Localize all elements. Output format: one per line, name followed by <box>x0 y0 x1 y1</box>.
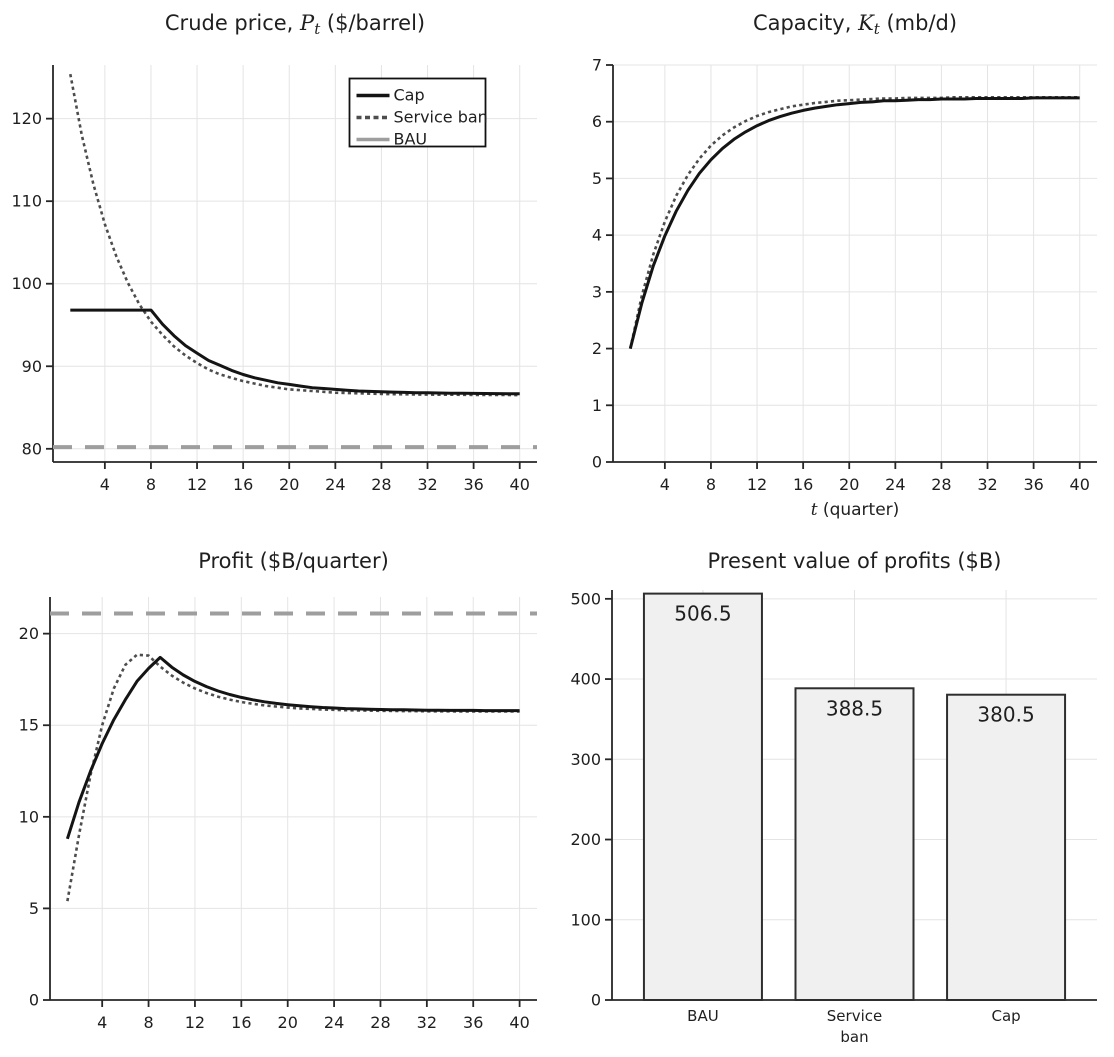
series-cap <box>628 96 1080 349</box>
series-cap <box>65 655 520 840</box>
x-tick-label: 20 <box>278 1013 298 1032</box>
capacity-xlabel: t (quarter) <box>811 500 900 520</box>
chart-crude-price: 4 8 12 16 20 24 28 32 36 40 80 90 100 110 120 Cap Servic… <box>0 0 557 529</box>
bar-bau <box>642 592 763 1001</box>
category-label: ban <box>840 1028 868 1046</box>
x-tick-label: 16 <box>231 1013 251 1032</box>
crude-price-title: Crude price, Pt ($/barrel) <box>165 11 425 38</box>
y-tick-label: 1 <box>592 396 602 415</box>
y-tick-label: 7 <box>592 56 602 75</box>
series-cap <box>70 308 520 396</box>
x-tick-label: 20 <box>839 475 859 494</box>
x-tick-label: 12 <box>185 1013 205 1032</box>
y-tick-label: 120 <box>11 109 42 128</box>
y-tick-label: 300 <box>570 750 601 769</box>
x-tick-label: 20 <box>279 475 299 494</box>
chart-present-value: 0 100 200 300 400 500 506.5 BAU 388.5 Service ban 3… <box>557 529 1114 1057</box>
bars: 506.5 BAU 388.5 Service ban 380.5 Cap <box>642 592 1067 1046</box>
y-tick-label: 5 <box>29 899 39 918</box>
x-tick-label: 4 <box>97 1013 107 1032</box>
y-tick-label: 90 <box>22 357 42 376</box>
series-service-ban <box>69 73 520 397</box>
y-tick-label: 15 <box>19 716 39 735</box>
y-tick-label: 200 <box>570 830 601 849</box>
chart-profit: 4 8 12 16 20 24 28 32 36 40 0 5 10 15 20 Profit ($B/qua… <box>0 529 557 1057</box>
y-tick-label: 110 <box>11 192 42 211</box>
y-tick-label: 0 <box>592 453 602 472</box>
y-tick-label: 10 <box>19 807 39 826</box>
x-tick-label: 32 <box>417 475 437 494</box>
legend-label: BAU <box>394 130 428 149</box>
bar-service-ban <box>794 687 915 1002</box>
x-tick-label: 40 <box>510 475 530 494</box>
y-tick-label: 0 <box>591 991 601 1010</box>
gridlines <box>613 64 1097 462</box>
y-tick-label: 2 <box>592 339 602 358</box>
y-tick-label: 100 <box>11 274 42 293</box>
x-tick-label: 24 <box>885 475 905 494</box>
x-tick-label: 12 <box>187 475 207 494</box>
y-tick-label: 500 <box>570 589 601 608</box>
x-tick-label: 4 <box>660 475 670 494</box>
x-tick-label: 24 <box>324 1013 344 1032</box>
y-tick-label: 6 <box>592 112 602 131</box>
capacity-title: Capacity, Kt (mb/d) <box>753 11 957 38</box>
crude-price-svg: 4 8 12 16 20 24 28 32 36 40 80 90 100 110 120 Cap Servic… <box>11 11 537 494</box>
x-tick-label: 28 <box>371 475 391 494</box>
y-tick-label: 3 <box>592 282 602 301</box>
y-tick-label: 400 <box>570 670 601 689</box>
axes: 4 8 12 16 20 24 28 32 36 40 0 5 10 15 20 <box>19 597 537 1032</box>
y-tick-label: 4 <box>592 226 602 245</box>
x-tick-label: 36 <box>463 1013 483 1032</box>
series-service-ban <box>66 653 520 902</box>
legend-label: Service ban <box>394 108 488 127</box>
y-tick-label: 5 <box>592 169 602 188</box>
present-value-title: Present value of profits ($B) <box>708 549 1002 573</box>
legend-label: Cap <box>394 86 425 105</box>
x-tick-label: 32 <box>977 475 997 494</box>
x-tick-label: 40 <box>509 1013 529 1032</box>
y-tick-label: 0 <box>29 991 39 1010</box>
x-tick-label: 16 <box>233 475 253 494</box>
chart-capacity: 4 8 12 16 20 24 28 32 36 40 0 1 2 3 4 5 6 7 Capacity, Kt (… <box>557 0 1114 529</box>
x-tick-label: 32 <box>417 1013 437 1032</box>
x-tick-label: 28 <box>370 1013 390 1032</box>
profit-svg: 4 8 12 16 20 24 28 32 36 40 0 5 10 15 20 Profit ($B/qua… <box>19 549 537 1032</box>
category-label: Service <box>827 1007 882 1025</box>
y-tick-label: 20 <box>19 624 39 643</box>
category-label: Cap <box>991 1007 1020 1025</box>
x-tick-label: 8 <box>146 475 156 494</box>
category-label: BAU <box>687 1007 719 1025</box>
gridlines <box>50 597 537 1000</box>
series-service-ban <box>629 96 1080 349</box>
x-tick-label: 4 <box>100 475 110 494</box>
bar-value-label: 380.5 <box>977 703 1034 727</box>
x-tick-label: 12 <box>747 475 767 494</box>
x-tick-label: 40 <box>1070 475 1090 494</box>
y-tick-label: 100 <box>570 910 601 929</box>
x-tick-label: 36 <box>1023 475 1043 494</box>
profit-title: Profit ($B/quarter) <box>198 549 389 573</box>
bar-cap <box>946 693 1067 1001</box>
x-tick-label: 24 <box>325 475 345 494</box>
x-tick-label: 8 <box>143 1013 153 1032</box>
x-tick-label: 16 <box>793 475 813 494</box>
axes: 4 8 12 16 20 24 28 32 36 40 80 90 100 110 120 <box>11 65 537 494</box>
x-tick-label: 28 <box>931 475 951 494</box>
y-tick-label: 80 <box>22 439 42 458</box>
bar-value-label: 506.5 <box>674 602 731 626</box>
x-tick-label: 8 <box>706 475 716 494</box>
present-value-svg: 0 100 200 300 400 500 506.5 BAU 388.5 Service ban 3… <box>570 549 1097 1046</box>
legend: Cap Service ban BAU <box>348 77 488 149</box>
bar-value-label: 388.5 <box>826 696 883 720</box>
x-tick-label: 36 <box>463 475 483 494</box>
